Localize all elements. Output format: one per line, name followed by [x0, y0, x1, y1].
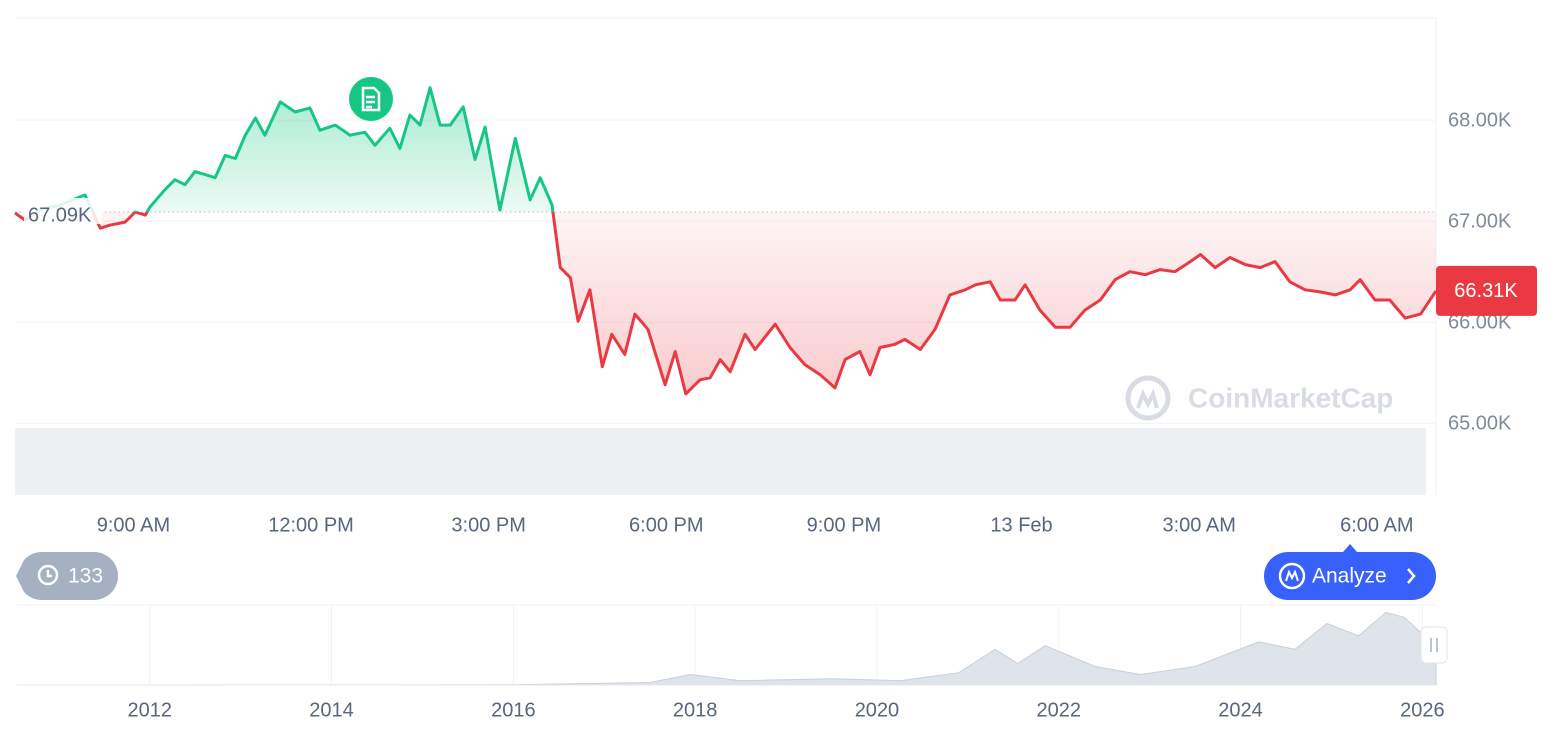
x-tick-label: 9:00 AM: [97, 514, 170, 536]
volume-band: [15, 428, 1426, 495]
history-chip[interactable]: 133: [16, 551, 118, 601]
x-tick-label: 3:00 AM: [1162, 514, 1235, 536]
news-marker[interactable]: [349, 77, 393, 121]
baseline-label-bg: [24, 198, 102, 225]
x-tick-label: 2026: [1400, 699, 1445, 721]
x-tick-label: 13 Feb: [990, 514, 1052, 536]
analyze-icon: [1278, 562, 1306, 590]
navigator: [16, 605, 1437, 686]
navigator-handle[interactable]: [1420, 626, 1448, 664]
price-tag-label: 66.31K: [1454, 280, 1518, 302]
analyze-bg[interactable]: [1264, 552, 1436, 600]
x-tick-label: 6:00 AM: [1340, 514, 1413, 536]
analyze-label[interactable]: Analyze: [1312, 565, 1387, 588]
history-chip-bg[interactable]: [16, 551, 118, 601]
price-line: [14, 86, 1438, 396]
x-tick-label: 2012: [127, 699, 172, 721]
analyze-button[interactable]: Analyze: [1264, 544, 1436, 600]
handle-grip: [1430, 638, 1438, 652]
watermark: CoinMarketCap: [1125, 375, 1393, 421]
clock-hands: [46, 570, 52, 578]
x-tick-label: 2016: [491, 699, 536, 721]
watermark-text: CoinMarketCap: [1188, 382, 1393, 413]
history-count: 133: [68, 565, 103, 588]
y-tick-label: 65.00K: [1448, 413, 1512, 435]
watermark-glyph: [1136, 388, 1159, 409]
y-tick-label: 67.00K: [1448, 210, 1512, 232]
x-tick-label: 2024: [1218, 699, 1263, 721]
x-tick-label: 2014: [309, 699, 354, 721]
history-area: [16, 611, 1437, 686]
x-tick-label: 2022: [1037, 699, 1082, 721]
main-plot: 67.09K: [14, 86, 1438, 424]
analyze-chevron: [1407, 568, 1416, 584]
x-tick-label: 2018: [673, 699, 718, 721]
x-tick-label: 3:00 PM: [451, 514, 525, 536]
x-tick-label: 6:00 PM: [629, 514, 703, 536]
clock-icon: [37, 564, 59, 586]
analyze-glyph: [1285, 569, 1299, 582]
x-tick-label: 9:00 PM: [807, 514, 881, 536]
x-tick-label: 12:00 PM: [268, 514, 354, 536]
y-tick-label: 66.00K: [1448, 311, 1512, 333]
news-circle[interactable]: [349, 77, 393, 121]
y-tick-label: 68.00K: [1448, 109, 1512, 131]
x-tick-label: 2020: [855, 699, 900, 721]
price-area: [15, 87, 1436, 394]
analyze-pointer: [1343, 544, 1357, 552]
news-icon: [361, 86, 381, 112]
watermark-logo: [1125, 375, 1171, 421]
price-tag: [1436, 265, 1537, 316]
handle-bg[interactable]: [1420, 626, 1448, 664]
baseline-label: 67.09K: [28, 204, 92, 226]
